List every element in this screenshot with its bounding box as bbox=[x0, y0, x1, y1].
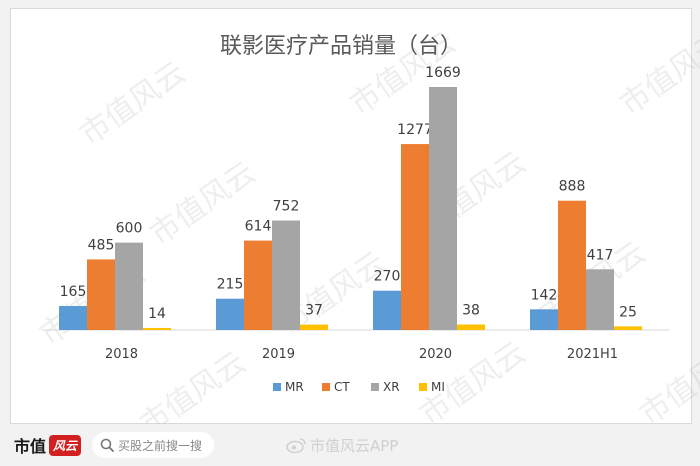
bar-ct-2018 bbox=[87, 259, 115, 330]
x-tick-label: 2018 bbox=[105, 347, 138, 362]
weibo-icon bbox=[286, 438, 306, 453]
data-label: 1277 bbox=[397, 122, 433, 138]
footer-bar: 市值 风云 买股之前搜一搜 市值风云APP bbox=[0, 424, 700, 466]
legend-label-xr: XR bbox=[383, 380, 400, 394]
search-placeholder: 买股之前搜一搜 bbox=[118, 438, 203, 453]
x-tick-label: 2021H1 bbox=[567, 347, 618, 362]
bar-mr-2019 bbox=[216, 298, 244, 330]
chart-panel: 市值风云市值风云市值风云市值风云市值风云市值风云市值风云市值风云市值风云市值风云… bbox=[10, 8, 700, 443]
brand-logo[interactable]: 市值 风云 bbox=[14, 432, 82, 458]
data-label: 25 bbox=[619, 304, 637, 320]
chart-title: 联影医疗产品销量（台） bbox=[220, 34, 462, 59]
data-label: 142 bbox=[531, 287, 558, 303]
brand-mark: 风云 bbox=[49, 434, 82, 456]
legend-swatch-xr bbox=[371, 383, 379, 391]
data-label: 270 bbox=[374, 269, 401, 285]
legend-label-ct: CT bbox=[334, 380, 350, 394]
bar-xr-2018 bbox=[115, 242, 143, 330]
brand-name: 市值 bbox=[14, 437, 47, 456]
data-label: 752 bbox=[273, 199, 300, 215]
bar-mr-2020 bbox=[373, 290, 401, 330]
bar-xr-2021h1 bbox=[586, 269, 614, 330]
data-label: 888 bbox=[559, 179, 586, 195]
data-label: 37 bbox=[305, 303, 323, 319]
bar-ct-2019 bbox=[244, 240, 272, 330]
search-input[interactable]: 买股之前搜一搜 bbox=[92, 432, 214, 458]
data-label: 165 bbox=[60, 284, 87, 300]
bar-xr-2019 bbox=[272, 220, 300, 330]
search-icon bbox=[100, 438, 114, 452]
bar-ct-2020 bbox=[401, 144, 429, 330]
bar-xr-2020 bbox=[429, 87, 457, 330]
bar-mr-2018 bbox=[59, 305, 87, 330]
source-credit: 市值风云APP bbox=[286, 435, 398, 455]
bar-ct-2021h1 bbox=[558, 200, 586, 330]
data-label: 38 bbox=[462, 302, 480, 318]
bar-mi-2021h1 bbox=[614, 326, 642, 330]
bar-mr-2021h1 bbox=[530, 309, 558, 330]
data-label: 614 bbox=[245, 219, 272, 235]
data-label: 14 bbox=[148, 306, 166, 322]
data-label: 600 bbox=[116, 221, 143, 237]
legend-label-mr: MR bbox=[285, 380, 304, 394]
legend-swatch-mi bbox=[419, 383, 427, 391]
legend-swatch-ct bbox=[322, 383, 330, 391]
data-label: 485 bbox=[88, 237, 115, 253]
data-label: 417 bbox=[587, 247, 614, 263]
data-label: 215 bbox=[217, 277, 244, 293]
x-tick-label: 2020 bbox=[419, 347, 452, 362]
data-label: 1669 bbox=[425, 65, 461, 81]
x-tick-label: 2019 bbox=[262, 347, 295, 362]
bar-mi-2019 bbox=[300, 324, 328, 330]
credit-text: 市值风云APP bbox=[310, 436, 399, 455]
legend-label-mi: MI bbox=[431, 380, 445, 394]
bar-mi-2020 bbox=[457, 324, 485, 330]
bar-mi-2018 bbox=[143, 327, 171, 330]
legend-swatch-mr bbox=[273, 383, 281, 391]
